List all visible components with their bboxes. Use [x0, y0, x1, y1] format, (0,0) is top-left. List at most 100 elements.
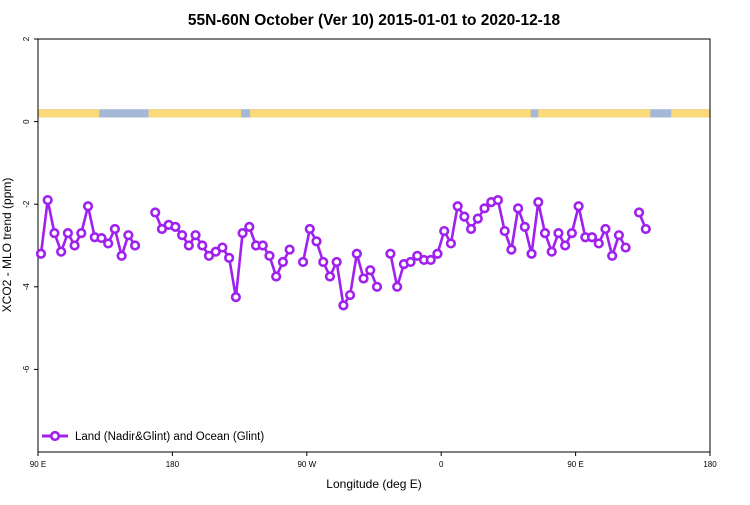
data-point [190, 230, 201, 241]
data-point [170, 221, 181, 233]
data-point [116, 250, 127, 261]
legend: Land (Nadir&Glint) and Ocean (Glint) [42, 430, 264, 443]
x-tick-label: 90 E [30, 460, 46, 469]
data-point [607, 250, 618, 261]
data-point [230, 292, 241, 303]
data-point [304, 223, 315, 235]
data-point [560, 240, 571, 251]
data-point [62, 228, 73, 239]
data-point [439, 225, 450, 237]
land-band-segment [250, 109, 531, 118]
x-tick-label: 90 E [567, 460, 583, 469]
data-point [42, 194, 53, 206]
data-point [284, 244, 295, 255]
data-point [620, 242, 631, 253]
data-point [103, 238, 114, 249]
data-point [499, 225, 510, 237]
legend-swatch-marker [49, 430, 61, 442]
data-point [358, 273, 369, 284]
data-point [519, 221, 530, 233]
x-axis-label: Longitude (deg E) [326, 477, 421, 491]
y-axis-label: XCO2 - MLO trend (ppm) [0, 178, 14, 313]
data-point [277, 256, 289, 268]
data-point [150, 207, 161, 218]
data-point [539, 228, 551, 239]
data-point [526, 248, 537, 259]
data-point [324, 271, 336, 282]
data-point [492, 194, 504, 206]
data-point [244, 221, 255, 233]
data-point [633, 207, 645, 218]
data-point [405, 256, 416, 268]
data-point [35, 248, 47, 259]
data-point [613, 230, 625, 241]
data-point [82, 201, 94, 212]
data-point [365, 265, 376, 276]
y-tick-label: -6 [22, 365, 31, 373]
data-point [271, 271, 282, 282]
data-point [76, 228, 87, 239]
data-point [297, 256, 309, 268]
data-point [129, 240, 141, 251]
data-point [96, 232, 107, 244]
legend-entry-label: Land (Nadir&Glint) and Ocean (Glint) [75, 431, 264, 443]
data-point [69, 240, 80, 251]
y-tick-label: 0 [22, 119, 31, 124]
data-point [183, 240, 194, 251]
data-point [425, 254, 436, 266]
data-point [264, 250, 275, 261]
data-point [56, 246, 67, 257]
series-line [389, 198, 627, 289]
data-point [123, 230, 134, 241]
data-point [640, 223, 651, 235]
data-point [331, 256, 342, 268]
data-point [392, 281, 403, 292]
data-point [177, 230, 188, 241]
y-tick-label: -4 [22, 283, 31, 291]
axes: 90 E 180 90 W 0 90 E 180 2 0 -2 -4 -6 [22, 36, 717, 469]
x-tick-label: 0 [439, 460, 444, 469]
data-point [217, 242, 228, 253]
land-band-segment [148, 109, 242, 118]
y-tick-label: 2 [22, 36, 31, 41]
data-point [566, 228, 577, 239]
plot-frame [37, 38, 711, 453]
data-point [533, 197, 544, 208]
data-point [257, 240, 268, 251]
land-band-segment [671, 109, 710, 118]
data-point [546, 246, 557, 257]
data-point [237, 228, 248, 239]
data-point [506, 244, 517, 255]
data-point [553, 228, 564, 239]
land-band-segment [38, 109, 100, 118]
land-band-segment [538, 109, 651, 118]
x-tick-label: 180 [703, 460, 717, 469]
data-point [371, 281, 383, 292]
data-point [345, 289, 356, 301]
land-ocean-band [38, 109, 710, 118]
data-point [109, 223, 121, 235]
data-point [338, 300, 349, 311]
data-point [318, 256, 329, 268]
data-point [513, 203, 524, 214]
series-layer [35, 194, 651, 311]
data-point [472, 213, 483, 224]
data-point [311, 236, 322, 247]
data-point [586, 232, 598, 243]
x-tick-label: 180 [166, 460, 180, 469]
y-tick-label: -2 [22, 200, 31, 208]
data-point [600, 223, 611, 235]
data-point [593, 238, 604, 249]
x-tick-label: 90 W [297, 460, 316, 469]
data-point [197, 240, 208, 251]
data-point [385, 248, 396, 259]
chart-title: 55N-60N October (Ver 10) 2015-01-01 to 2… [188, 12, 561, 29]
data-point [445, 238, 457, 249]
data-point [452, 201, 463, 212]
data-point [49, 228, 60, 239]
data-point [479, 203, 490, 214]
data-point [459, 211, 470, 222]
data-point [432, 248, 443, 259]
